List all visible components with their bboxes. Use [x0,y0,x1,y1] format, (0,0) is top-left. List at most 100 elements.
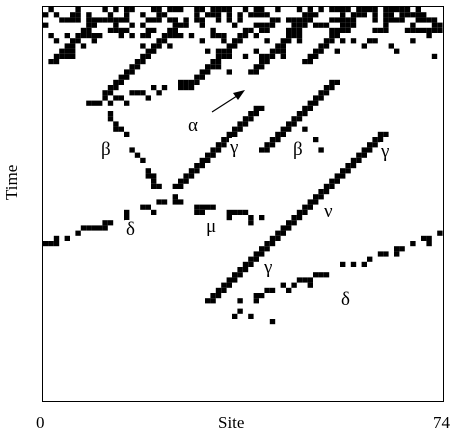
ca-cell [86,22,92,28]
ca-cell [318,272,324,278]
particle-label-nu: ν [323,201,334,222]
ca-cell [156,199,162,205]
ca-cell [151,183,157,189]
ca-cell [313,12,319,18]
ca-cell [248,69,254,75]
ca-cell [194,168,200,174]
ca-cell [53,12,60,18]
ca-cell [53,53,60,59]
ca-cell [232,126,238,132]
ca-cell [307,12,313,18]
ca-cell [248,313,254,319]
ca-cell [70,48,76,54]
particle-label-delta-left: δ [125,219,136,240]
ca-cell [48,59,54,65]
ca-cell [253,48,259,54]
x-axis-label: Site [218,413,245,432]
ca-cell [291,22,297,28]
ca-cell [48,241,54,247]
ca-cell [151,27,157,33]
ca-cell [215,287,222,293]
ca-cell [232,272,238,278]
ca-cell [124,215,130,221]
ca-cell [296,33,303,39]
ca-cell [404,7,411,13]
ca-cell [259,53,265,59]
ca-cell [210,293,216,299]
ca-cell [421,12,427,18]
ca-cell [226,282,232,288]
ca-cell [275,137,281,143]
ca-cell [124,74,130,80]
ca-cell [318,43,324,49]
ca-cell [388,7,394,13]
ca-cell [307,277,313,283]
ca-cell [404,27,411,33]
ca-cell [86,27,92,33]
ca-cell [291,121,297,127]
ca-cell [248,12,254,18]
ca-cell [102,7,108,13]
ca-cell [259,215,265,221]
ca-cell [64,33,70,39]
ca-cell [356,157,362,163]
ca-cell [350,22,357,28]
ca-cell [232,209,238,215]
ca-cell [269,235,276,241]
ca-cell [210,12,216,18]
ca-cell [248,220,254,226]
ca-cell [345,7,351,13]
ca-cell [205,152,211,158]
ca-cell [183,85,189,91]
ca-cell [431,53,438,59]
ca-cell [97,33,103,39]
ca-cell [296,111,303,117]
ca-cell [318,7,324,13]
ca-cell [156,7,162,13]
ca-cell [253,256,259,262]
ca-cell [259,246,265,252]
ca-cell [194,17,200,23]
ca-cell [334,7,340,13]
ca-cell [70,17,76,23]
ca-cell [107,100,114,106]
ca-cell [188,85,195,91]
ca-cell [259,27,265,33]
ca-cell [248,261,254,267]
ca-cell [307,199,313,205]
ca-cell [318,90,324,96]
ca-cell [307,59,313,65]
ca-cell [172,194,178,200]
ca-cell [307,17,313,23]
ca-cell [329,79,335,85]
ca-cell [350,163,357,169]
ca-cell [340,22,346,28]
ca-cell [394,48,400,54]
ca-cell [302,22,308,28]
ca-cell [210,59,216,65]
ca-cell [48,33,54,39]
ca-cell [199,163,205,169]
ca-cell [188,173,195,179]
ca-cell [43,12,49,18]
ca-cell [232,131,238,137]
ca-cell [426,235,432,241]
ca-cell [334,48,340,54]
ca-cell [410,241,416,247]
ca-cell [86,12,92,18]
ca-cell [107,27,114,33]
ca-cell [242,27,249,33]
ca-cell [226,48,232,54]
ca-cell [124,69,130,75]
ca-cell [86,17,92,23]
ca-cell [302,204,308,210]
ca-cell [75,33,81,39]
ca-cell [215,17,222,23]
ca-cell [80,33,87,39]
plot-frame [42,6,444,402]
ca-cell [302,59,308,65]
ca-cell [53,241,60,247]
ca-cell [399,7,405,13]
ca-cell [199,17,205,23]
